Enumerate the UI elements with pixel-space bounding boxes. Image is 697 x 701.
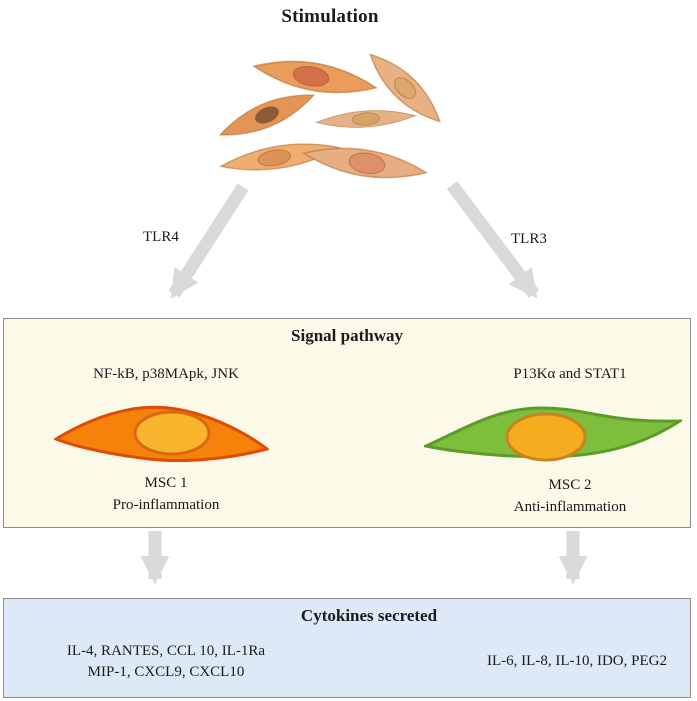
msc1-cytokines-line1: IL-4, RANTES, CCL 10, IL-1Ra bbox=[66, 643, 266, 659]
cell-nucleus bbox=[257, 149, 292, 167]
tlr4-arrow bbox=[168, 183, 249, 299]
msc2-cell-nucleus bbox=[505, 412, 587, 462]
msc1-labels: MSC 1 Pro-inflammation bbox=[12, 472, 320, 516]
cell-nucleus bbox=[292, 65, 330, 87]
signal-pathway-panel: Signal pathway NF-kB, p38MApk, JNK P13Kα… bbox=[3, 318, 691, 528]
msc-cluster-cell-4 bbox=[314, 110, 418, 128]
signal-pathway-title: Signal pathway bbox=[291, 326, 403, 345]
page-title: Stimulation bbox=[281, 6, 379, 27]
msc-cluster-cell-2 bbox=[369, 53, 441, 123]
cell-nucleus bbox=[348, 152, 386, 175]
msc1-cytokines: IL-4, RANTES, CCL 10, IL-1Ra MIP-1, CXCL… bbox=[12, 641, 320, 683]
cell-nucleus bbox=[394, 77, 416, 99]
msc1-cytokines-line2: MIP-1, CXCL9, CXCL10 bbox=[87, 664, 245, 680]
cell-nucleus bbox=[351, 112, 381, 126]
cytokines-title: Cytokines secreted bbox=[300, 606, 438, 625]
msc1-name: MSC 1 bbox=[144, 475, 188, 491]
msc-cluster-cell-5 bbox=[218, 143, 342, 171]
msc-cell-cluster bbox=[218, 53, 441, 179]
msc1-cell-illustration bbox=[54, 405, 269, 463]
tlr4-label: TLR4 bbox=[143, 229, 179, 245]
msc-cluster-cell-1 bbox=[252, 60, 378, 94]
cell-nucleus bbox=[254, 106, 280, 124]
msc2-name: MSC 2 bbox=[548, 477, 592, 493]
tlr3-label: TLR3 bbox=[511, 231, 547, 247]
msc2-cytokines: IL-6, IL-8, IL-10, IDO, PEG2 bbox=[487, 653, 667, 669]
msc1-mode: Pro-inflammation bbox=[112, 497, 220, 513]
msc-cluster-cell-3 bbox=[218, 94, 316, 136]
msc2-labels: MSC 2 Anti-inflammation bbox=[405, 474, 697, 518]
msc1-signal-molecules: NF-kB, p38MApk, JNK bbox=[93, 366, 239, 382]
msc2-mode: Anti-inflammation bbox=[513, 499, 627, 515]
msc-cluster-cell-6 bbox=[301, 147, 429, 179]
msc2-signal-molecules: P13Kα and STAT1 bbox=[513, 366, 627, 382]
cytokines-panel: Cytokines secreted IL-4, RANTES, CCL 10,… bbox=[3, 598, 691, 698]
msc1-cell-nucleus bbox=[133, 410, 211, 456]
msc2-cell-illustration bbox=[424, 406, 682, 462]
